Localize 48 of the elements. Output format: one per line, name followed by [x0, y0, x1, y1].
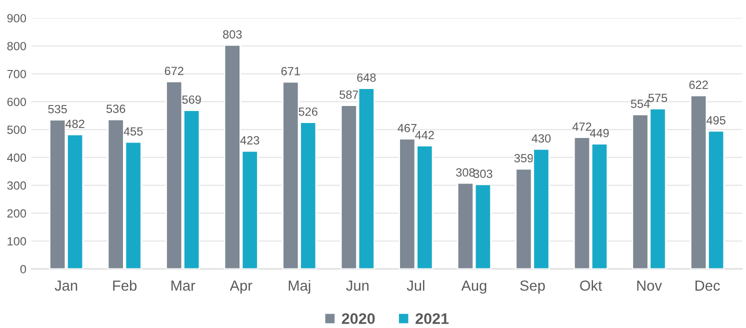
data-label: 442: [415, 130, 434, 140]
legend-label: 2020: [342, 313, 375, 324]
x-tick-label: Dec: [696, 280, 720, 291]
x-tick-label: Mar: [171, 280, 196, 291]
x-tick-label: Jun: [346, 280, 368, 291]
legend-label: 2021: [416, 313, 449, 324]
x-tick-label: Nov: [637, 280, 662, 291]
data-label: 526: [298, 107, 318, 116]
y-tick-label: 200: [7, 209, 26, 218]
y-tick-label: 800: [7, 42, 26, 50]
data-label: 303: [474, 170, 492, 178]
data-label: 472: [572, 122, 592, 131]
data-label: 495: [706, 116, 726, 124]
data-label: 359: [514, 154, 534, 162]
y-tick-label: 0: [20, 264, 26, 274]
data-label: 430: [532, 134, 551, 143]
data-label: 455: [124, 127, 143, 136]
data-label: 587: [340, 90, 358, 99]
y-tick-label: 600: [7, 98, 26, 106]
data-label: 803: [223, 30, 242, 39]
data-label: 554: [630, 100, 650, 108]
data-label: 622: [689, 80, 708, 90]
x-tick-label: Jan: [54, 280, 78, 291]
data-label: 671: [281, 67, 300, 76]
y-tick-label: 100: [8, 237, 26, 246]
y-tick-label: 400: [7, 153, 26, 162]
y-tick-label: 700: [7, 70, 26, 78]
x-tick-label: Feb: [113, 280, 137, 291]
data-label: 569: [182, 95, 201, 104]
data-label: 536: [106, 104, 126, 114]
y-tick-label: 500: [7, 126, 26, 134]
data-label: 423: [240, 136, 260, 145]
x-tick-label: Maj: [288, 280, 310, 294]
data-label: 575: [648, 94, 668, 102]
x-tick-label: Jul: [406, 280, 424, 291]
data-label: 672: [164, 66, 184, 76]
data-label: 467: [398, 124, 416, 132]
data-label: 482: [65, 120, 84, 128]
data-label: 535: [48, 104, 67, 114]
x-tick-label: Apr: [230, 280, 252, 294]
x-tick-label: Okt: [580, 280, 602, 291]
data-label: 449: [590, 128, 609, 138]
y-tick-label: 300: [7, 181, 26, 190]
y-tick-label: 900: [7, 14, 26, 22]
x-tick-label: Aug: [461, 280, 486, 294]
data-label: 308: [456, 168, 475, 177]
x-tick-label: Sep: [520, 280, 545, 294]
data-label: 648: [357, 73, 376, 82]
